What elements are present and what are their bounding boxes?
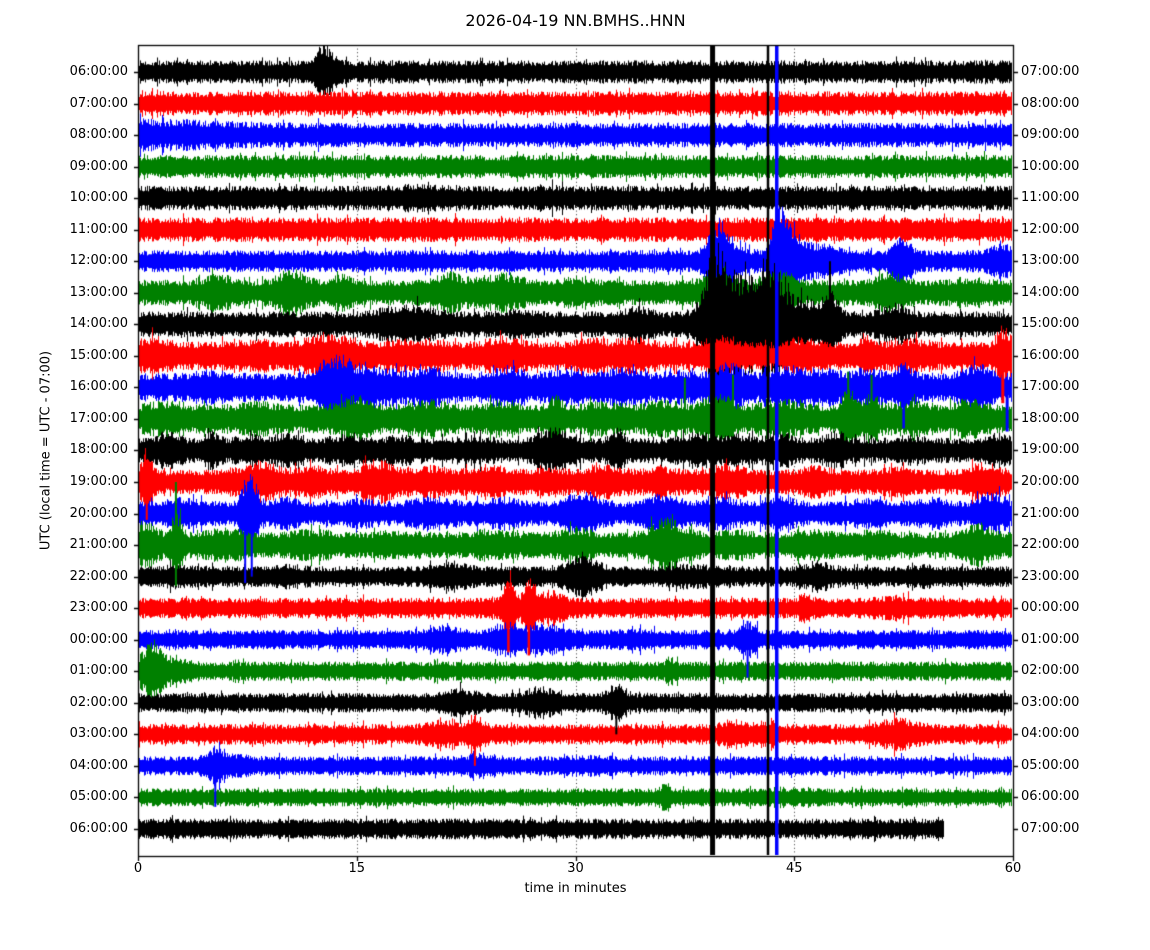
x-tick-label: 45: [785, 861, 803, 876]
row-label-left: 23:00:00: [69, 600, 128, 616]
row-label-right: 22:00:00: [1021, 537, 1080, 553]
row-label-left: 06:00:00: [69, 64, 128, 79]
row-label-left: 05:00:00: [69, 789, 128, 805]
row-label-right: 04:00:00: [1021, 726, 1080, 742]
row-label-left: 20:00:00: [69, 505, 128, 521]
x-axis-label: time in minutes: [524, 881, 627, 896]
row-label-left: 21:00:00: [69, 537, 128, 553]
row-label-left: 18:00:00: [69, 442, 128, 458]
row-label-right: 17:00:00: [1021, 379, 1080, 395]
row-label-left: 15:00:00: [69, 347, 128, 363]
row-label-right: 10:00:00: [1021, 158, 1080, 174]
x-tick-label: 15: [348, 861, 366, 876]
x-tick-label: 60: [1004, 861, 1022, 876]
row-label-left: 08:00:00: [69, 127, 128, 143]
row-label-right: 19:00:00: [1021, 442, 1080, 458]
row-label-right: 03:00:00: [1021, 694, 1080, 710]
x-tick-label: 0: [133, 861, 143, 876]
row-label-left: 03:00:00: [69, 726, 128, 742]
row-label-right: 15:00:00: [1021, 316, 1080, 332]
row-label-right: 12:00:00: [1021, 221, 1080, 237]
row-label-right: 20:00:00: [1021, 474, 1080, 490]
row-label-right: 06:00:00: [1021, 789, 1080, 805]
row-label-right: 18:00:00: [1021, 410, 1080, 426]
row-label-left: 13:00:00: [69, 284, 128, 300]
row-label-left: 14:00:00: [69, 316, 128, 332]
row-label-left: 11:00:00: [69, 221, 128, 237]
row-label-right: 00:00:00: [1021, 600, 1080, 616]
row-label-right: 23:00:00: [1021, 568, 1080, 584]
row-label-left: 04:00:00: [69, 757, 128, 773]
row-label-right: 16:00:00: [1021, 347, 1080, 363]
row-label-left: 06:00:00: [69, 820, 128, 836]
row-label-left: 16:00:00: [69, 379, 128, 395]
row-label-right: 08:00:00: [1021, 95, 1080, 111]
row-label-left: 12:00:00: [69, 253, 128, 269]
row-label-left: 09:00:00: [69, 158, 128, 174]
row-label-right: 07:00:00: [1021, 64, 1080, 79]
row-label-right: 05:00:00: [1021, 757, 1080, 773]
row-label-right: 14:00:00: [1021, 284, 1080, 300]
row-label-left: 22:00:00: [69, 568, 128, 584]
row-label-right: 11:00:00: [1021, 190, 1080, 206]
row-label-left: 01:00:00: [69, 663, 128, 679]
row-label-right: 02:00:00: [1021, 663, 1080, 679]
row-label-right: 01:00:00: [1021, 631, 1080, 647]
row-label-left: 19:00:00: [69, 474, 128, 490]
chart-title: 2026-04-19 NN.BMHS..HNN: [465, 11, 686, 30]
x-tick-label: 30: [567, 861, 584, 876]
row-label-right: 13:00:00: [1021, 253, 1080, 269]
row-label-right: 21:00:00: [1021, 505, 1080, 521]
row-label-left: 00:00:00: [69, 631, 128, 647]
row-label-left: 10:00:00: [69, 190, 128, 206]
row-label-right: 09:00:00: [1021, 127, 1080, 143]
row-label-left: 07:00:00: [69, 95, 128, 111]
row-label-left: 17:00:00: [69, 410, 128, 426]
row-label-left: 02:00:00: [69, 694, 128, 710]
row-label-right: 07:00:00: [1021, 820, 1080, 836]
